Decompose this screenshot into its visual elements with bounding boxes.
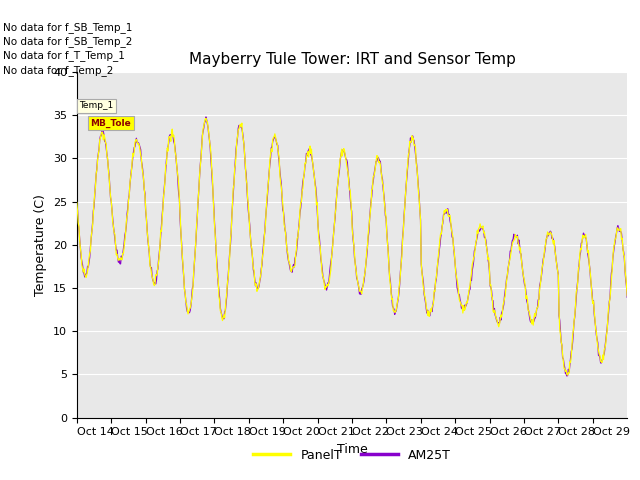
Text: No data for f_SB_Temp_1: No data for f_SB_Temp_1	[3, 22, 132, 33]
Text: Temp_1: Temp_1	[79, 101, 114, 110]
Text: No data for f_SB_Temp_2: No data for f_SB_Temp_2	[3, 36, 132, 47]
Title: Mayberry Tule Tower: IRT and Sensor Temp: Mayberry Tule Tower: IRT and Sensor Temp	[189, 52, 515, 67]
X-axis label: Time: Time	[337, 443, 367, 456]
Text: MB_Tole: MB_Tole	[91, 119, 131, 128]
Legend: PanelT, AM25T: PanelT, AM25T	[248, 444, 456, 467]
Text: No data for f_Temp_2: No data for f_Temp_2	[3, 65, 113, 76]
Y-axis label: Temperature (C): Temperature (C)	[35, 194, 47, 296]
Text: No data for f_T_Temp_1: No data for f_T_Temp_1	[3, 50, 125, 61]
